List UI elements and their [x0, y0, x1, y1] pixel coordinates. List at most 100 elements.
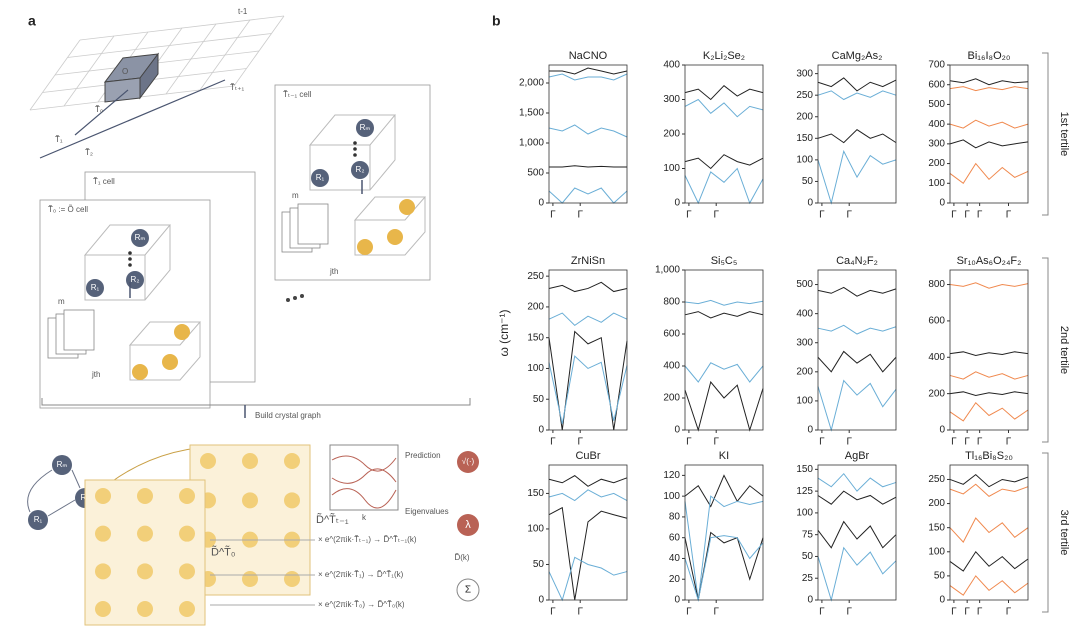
dot	[300, 294, 304, 298]
inset-plot	[329, 444, 399, 511]
y-tick-label: 2,000	[519, 78, 544, 89]
y-axis-label: ω (cm⁻¹)	[497, 309, 511, 356]
y-tick-label: 300	[796, 68, 813, 79]
band-line	[817, 90, 897, 101]
y-tick-label: 200	[928, 158, 945, 169]
dot	[353, 153, 357, 157]
band-line	[548, 73, 628, 81]
y-tick-label: 400	[796, 308, 813, 319]
y-tick-label: 0	[807, 425, 813, 436]
y-tick-label: 700	[928, 60, 945, 71]
sqrt-label: √(·)	[462, 457, 475, 466]
y-tick-label: 200	[663, 129, 680, 140]
eigen-label: Eigenvalues	[405, 507, 449, 516]
dot	[128, 263, 132, 267]
stack-sheet	[63, 309, 95, 351]
lattice-label: T̃₂	[85, 148, 93, 157]
subplot-title: Bi₁₆I₈O₂₀	[968, 50, 1011, 62]
x-tick-label: Γ	[713, 210, 719, 221]
y-tick-label: 300	[928, 138, 945, 149]
band-line	[949, 401, 1029, 422]
lambda-label: λ	[465, 519, 471, 531]
graph-label: R₁	[34, 515, 43, 524]
matrix-entry	[179, 563, 195, 580]
band-line	[949, 351, 1029, 356]
y-tick-label: 200	[796, 111, 813, 122]
band-line	[949, 391, 1029, 396]
lattice-label: t-1	[238, 7, 248, 16]
y-tick-label: 150	[527, 488, 544, 499]
m-label: m	[292, 191, 299, 200]
subplot: CuBr 0 50 100 150 Γ Γ	[527, 450, 628, 618]
y-tick-label: 250	[527, 271, 544, 282]
lattice-vector	[74, 89, 129, 136]
plot-frame	[949, 269, 1029, 431]
band-line	[684, 98, 764, 118]
band-line	[548, 355, 628, 424]
dot	[293, 296, 297, 300]
band-line	[684, 495, 764, 601]
y-tick-label: 0	[538, 425, 544, 436]
y-tick-label: 500	[796, 279, 813, 290]
y-tick-label: 100	[527, 363, 544, 374]
phase-label: × e^(2πik·T̃ₜ₋₁) → D̃^T̃ₜ₋₁(k)	[318, 535, 417, 544]
atom-label: R₂	[131, 275, 140, 284]
lattice-vector	[39, 79, 226, 159]
atom-node	[86, 279, 104, 297]
plot-frame	[949, 64, 1029, 204]
x-tick-label: Γ	[713, 437, 719, 448]
atom-node	[311, 169, 329, 187]
y-tick-label: 400	[928, 119, 945, 130]
y-tick-label: 100	[663, 491, 680, 502]
band-line	[817, 149, 897, 205]
band-line	[817, 490, 897, 505]
band-line	[549, 67, 628, 75]
plot-frame	[548, 269, 628, 431]
graph-label: Rₘ	[57, 460, 68, 469]
atom-label: R₁	[91, 283, 100, 292]
y-tick-label: 200	[796, 366, 813, 377]
matrix-entry	[284, 492, 300, 509]
sum-node	[456, 578, 480, 602]
y-tick-label: 1,000	[519, 138, 544, 149]
y-tick-label: 40	[669, 553, 681, 564]
atom-node	[131, 229, 149, 247]
x-tick-label: Γ	[1006, 210, 1012, 221]
band-line	[949, 550, 1029, 572]
cell-panel	[39, 199, 211, 409]
band-line	[949, 282, 1029, 289]
y-tick-label: 0	[674, 425, 680, 436]
y-tick-label: 50	[802, 176, 814, 187]
tertile-bracket	[1042, 52, 1049, 216]
matrix-entry	[179, 488, 195, 504]
atom-label: R₂	[356, 165, 365, 174]
x-tick-label: Γ	[819, 607, 825, 618]
dot	[353, 141, 357, 145]
atom-node-y	[174, 324, 190, 340]
y-tick-label: 60	[669, 532, 681, 543]
y-tick-label: 0	[674, 198, 680, 209]
y-tick-label: 0	[538, 198, 544, 209]
matrix-entry	[284, 453, 300, 469]
atom-label: Rₘ	[135, 233, 146, 242]
band-line	[548, 489, 628, 502]
x-tick-label: Γ	[977, 607, 983, 618]
graph-node	[28, 510, 48, 530]
y-tick-label: 400	[663, 60, 680, 71]
band-line	[684, 154, 764, 170]
band-line	[817, 129, 897, 144]
subplot: AgBr 0 25 50 75 100 125 150 Γ Γ	[796, 450, 897, 618]
band-line	[684, 299, 764, 306]
lattice-label: T̃₁	[55, 135, 63, 144]
subplot-title: NaCNO	[569, 50, 608, 62]
plot-frame	[949, 464, 1029, 601]
y-tick-label: 75	[802, 529, 814, 540]
m-label: m	[58, 297, 65, 306]
subplot: Si₅C₅ 0 200 400 600 800 1,000 Γ Γ	[655, 255, 764, 448]
matrix-entry	[137, 525, 153, 542]
y-tick-label: 100	[527, 524, 544, 535]
band-line	[817, 546, 897, 602]
subplot: CaMg₂As₂ 0 50 100 150 200 250 300 Γ Γ	[796, 50, 897, 221]
x-tick-label: Γ	[686, 607, 692, 618]
x-tick-label: Γ	[686, 437, 692, 448]
